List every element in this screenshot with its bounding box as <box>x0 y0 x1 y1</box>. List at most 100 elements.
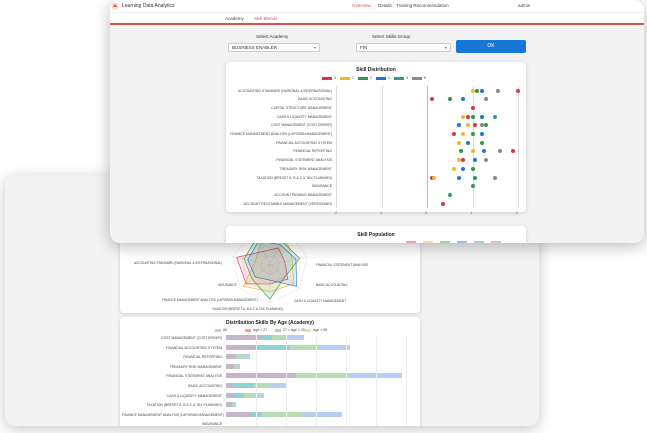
academy-select[interactable]: BUSINESS ENABLER ▾ <box>228 43 320 52</box>
skill-dot[interactable] <box>493 114 498 119</box>
skill-dot[interactable] <box>481 149 486 154</box>
skill-dot[interactable] <box>484 123 489 128</box>
skill-dot[interactable] <box>479 114 484 119</box>
skill-row-label: TREASURY RISK MANAGEMENT <box>279 166 332 171</box>
skill-dot[interactable] <box>465 123 470 128</box>
chevron-down-icon: ▾ <box>313 45 316 50</box>
age-bar[interactable] <box>226 392 264 398</box>
population-legend-swatch[interactable] <box>457 241 467 243</box>
radar-series-shape[interactable] <box>247 240 298 287</box>
skill-dot[interactable] <box>461 132 466 136</box>
age-bar-segment <box>234 363 237 369</box>
skills-group-select[interactable]: FIN ▾ <box>356 43 451 52</box>
skill-dot[interactable] <box>431 175 436 180</box>
skill-dot[interactable] <box>429 97 434 102</box>
age-bar[interactable] <box>226 354 250 360</box>
skill-dot[interactable] <box>493 175 498 180</box>
skill-dot[interactable] <box>447 192 452 197</box>
skill-dot[interactable] <box>452 132 457 136</box>
skill-row-label: ACCOUNTING STANDARD (NASIONAL & INTERNAS… <box>238 88 332 93</box>
tab-academy[interactable]: Academy <box>225 16 244 21</box>
skill-dot[interactable] <box>447 97 452 102</box>
skill-dot[interactable] <box>470 88 475 93</box>
population-legend-swatch[interactable] <box>423 241 433 243</box>
skill-dot[interactable] <box>472 175 477 180</box>
age-bar[interactable] <box>226 344 350 350</box>
skill-dot[interactable] <box>461 166 466 171</box>
skill-dot[interactable] <box>472 158 477 163</box>
distribution-age-title: Distribution Skills By Age (Academy) <box>226 320 314 326</box>
skill-dot[interactable] <box>495 88 500 93</box>
skill-dot[interactable] <box>516 88 520 93</box>
skill-row-label: FINANCE MANAGEMENT ANALYSIS (LAPORAN MAN… <box>230 132 332 136</box>
age-row-label: TREASURY RISK MANAGEMENT <box>169 364 222 369</box>
age-bar[interactable] <box>226 402 236 408</box>
select-academy-label: Select Academy <box>256 34 289 39</box>
age-bar[interactable] <box>226 335 304 340</box>
age-bar[interactable] <box>226 363 240 369</box>
age-bar-segment <box>244 392 254 398</box>
age-bar-segment <box>252 411 262 417</box>
nav-training-recommendation[interactable]: Training Recommendation <box>396 3 449 8</box>
skill-dot[interactable] <box>456 158 461 163</box>
age-bar-segment <box>320 344 350 350</box>
skill-dot[interactable] <box>456 175 461 180</box>
skill-dot[interactable] <box>452 166 457 171</box>
age-legend-item[interactable]: Age < 27 <box>245 328 267 332</box>
skill-dot[interactable] <box>459 149 464 154</box>
skill-dot[interactable] <box>456 140 461 145</box>
skill-row-label: INSURANCE <box>312 184 332 189</box>
skill-dot[interactable] <box>475 88 480 93</box>
skill-dot[interactable] <box>484 97 489 102</box>
nav-details[interactable]: Details <box>378 3 392 8</box>
skill-dot[interactable] <box>470 184 475 189</box>
skill-dot[interactable] <box>461 97 466 102</box>
skill-dot[interactable] <box>465 114 470 119</box>
age-legend-item[interactable]: Age > 45 <box>305 328 327 332</box>
ok-button[interactable]: OK <box>456 40 526 53</box>
population-legend-swatch[interactable] <box>440 241 450 243</box>
skill-dot[interactable] <box>470 166 475 171</box>
skill-dot[interactable] <box>484 158 489 163</box>
population-legend-swatch[interactable] <box>406 241 416 243</box>
user-menu[interactable]: admin <box>518 3 531 8</box>
skill-dot[interactable] <box>470 149 475 154</box>
legend-item[interactable]: 5 <box>412 76 426 80</box>
x-gridline <box>336 86 337 208</box>
nav-overview[interactable]: Overview <box>352 3 371 8</box>
skill-dot[interactable] <box>470 114 475 119</box>
skill-row-label: ACCOUNT PAYABLE MANAGEMENT <box>274 192 332 197</box>
age-bar[interactable] <box>226 373 402 379</box>
radar-spoke <box>269 256 308 266</box>
legend-item[interactable]: 3 <box>376 76 390 80</box>
skill-dot[interactable] <box>440 201 445 206</box>
skill-dot[interactable] <box>465 140 470 145</box>
skill-dot[interactable] <box>497 149 502 154</box>
age-bar-segment <box>288 335 304 340</box>
skill-dot[interactable] <box>511 149 516 154</box>
skill-dot[interactable] <box>479 140 484 145</box>
legend-item[interactable]: 2 <box>358 76 372 80</box>
skill-dot[interactable] <box>470 132 475 136</box>
age-legend-item[interactable]: All <box>215 328 227 332</box>
skill-dot[interactable] <box>470 105 475 110</box>
legend-item[interactable]: 1 <box>340 76 354 80</box>
age-bar[interactable] <box>226 383 286 388</box>
age-legend-item[interactable]: 27 < Age < 45 <box>275 328 305 332</box>
skill-dot[interactable] <box>472 123 477 128</box>
legend-item[interactable]: 0 <box>322 76 336 80</box>
skill-dot[interactable] <box>479 132 484 136</box>
age-gridline <box>406 335 407 426</box>
skill-dot[interactable] <box>456 123 461 128</box>
skill-dot[interactable] <box>479 88 484 93</box>
population-legend-swatch[interactable] <box>474 241 484 243</box>
skill-dot[interactable] <box>429 175 434 180</box>
skill-dot[interactable] <box>461 158 466 163</box>
age-bar[interactable] <box>226 411 342 417</box>
population-legend-swatch[interactable] <box>491 241 501 243</box>
skill-dot[interactable] <box>479 123 484 128</box>
skill-dot[interactable] <box>461 114 466 119</box>
age-bar-segment <box>226 411 252 417</box>
legend-item[interactable]: 4 <box>394 76 408 80</box>
tab-skill-blends[interactable]: Skill Blends <box>254 16 278 21</box>
